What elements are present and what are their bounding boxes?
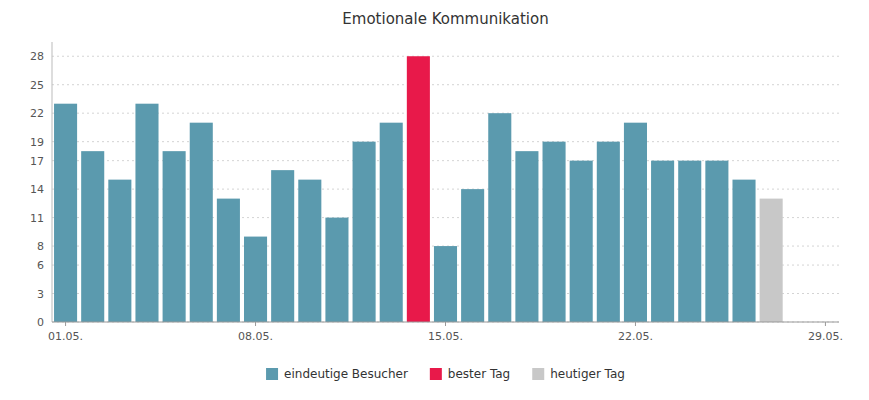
y-tick-label: 6 (37, 259, 44, 272)
y-axis-line (52, 42, 53, 322)
x-tick-label: 15.05. (428, 330, 463, 343)
x-tick (825, 322, 826, 326)
bar (163, 151, 186, 322)
x-tick-label: 01.05. (48, 330, 83, 343)
bar (353, 142, 376, 322)
bar (488, 113, 511, 322)
legend-label: bester Tag (448, 367, 510, 381)
grid-line (52, 84, 839, 85)
legend-item: eindeutige Besucher (266, 367, 408, 381)
y-tick-label: 19 (30, 136, 44, 149)
grid-line (52, 141, 839, 142)
y-tick-label: 3 (37, 288, 44, 301)
legend: eindeutige Besucher bester Tag heutiger Ta… (266, 367, 625, 381)
bar (298, 180, 321, 322)
bar (434, 246, 457, 322)
x-tick-label: 22.05. (618, 330, 653, 343)
bar (325, 218, 348, 322)
bar (54, 104, 77, 322)
y-tick-label: 17 (30, 155, 44, 168)
x-tick-label: 29.05. (808, 330, 843, 343)
chart-container: Emotionale Kommunikation 0 3 6 8 11 14 17 19 22 25… (0, 0, 869, 400)
x-tick-label: 08.05. (238, 330, 273, 343)
bar (244, 237, 267, 322)
bar (271, 170, 294, 322)
bar (190, 123, 213, 322)
y-tick-label: 25 (30, 79, 44, 92)
x-tick (635, 322, 636, 326)
bar (760, 199, 783, 322)
bar (461, 189, 484, 322)
bar (217, 199, 240, 322)
bar (515, 151, 538, 322)
bar (705, 161, 728, 322)
title: Emotionale Kommunikation (342, 10, 548, 28)
bars (54, 56, 783, 322)
bar (135, 104, 158, 322)
legend-swatch (266, 368, 278, 380)
bar (570, 161, 593, 322)
y-tick-label: 8 (37, 240, 44, 253)
legend-label: eindeutige Besucher (284, 367, 408, 381)
bar (543, 142, 566, 322)
bar (732, 180, 755, 322)
bar (678, 161, 701, 322)
legend-item: bester Tag (430, 367, 510, 381)
bar (380, 123, 403, 322)
legend-label: heutiger Tag (550, 367, 625, 381)
y-tick-label: 0 (37, 316, 44, 329)
grid (52, 56, 839, 322)
x-tick (65, 322, 66, 326)
y-tick-label: 28 (30, 50, 44, 63)
bar (651, 161, 674, 322)
x-tick (255, 322, 256, 326)
legend-swatch (430, 368, 442, 380)
x-tick (445, 322, 446, 326)
legend-swatch (532, 368, 544, 380)
chart: Emotionale Kommunikation 0 3 6 8 11 14 17 19 22 25… (0, 0, 869, 400)
grid-line (52, 56, 839, 57)
bar (597, 142, 620, 322)
legend-item: heutiger Tag (532, 367, 625, 381)
bar (624, 123, 647, 322)
bar (407, 56, 430, 322)
y-tick-label: 22 (30, 107, 44, 120)
y-tick-label: 14 (30, 183, 44, 196)
bar (108, 180, 131, 322)
bar (81, 151, 104, 322)
y-tick-label: 11 (30, 212, 44, 225)
grid-line (52, 113, 839, 114)
